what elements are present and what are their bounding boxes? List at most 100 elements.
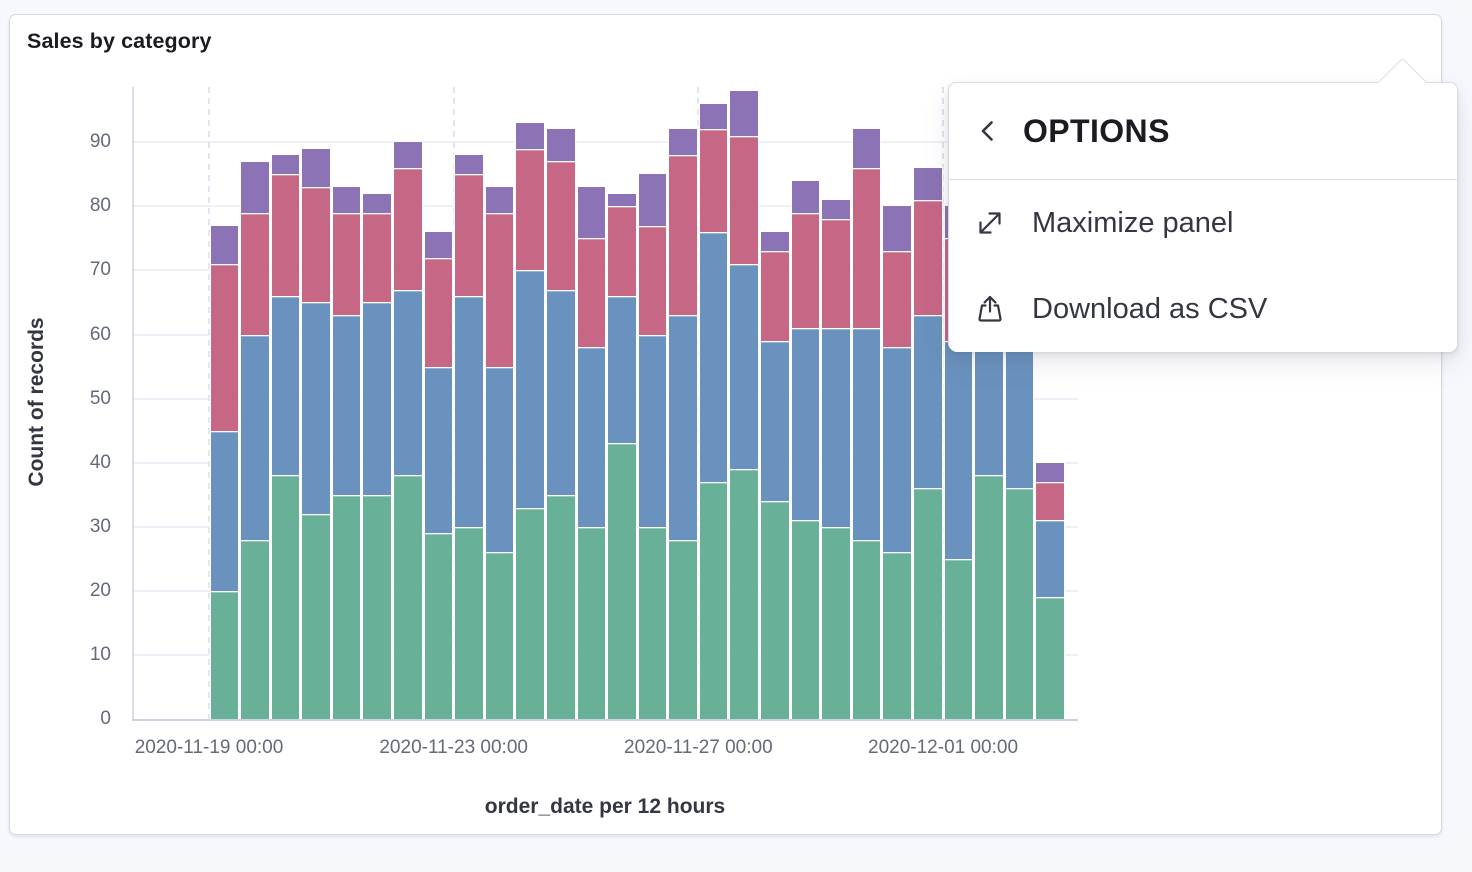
- bar-segment-purple[interactable]: [516, 123, 544, 149]
- bar-segment-blue[interactable]: [944, 340, 973, 559]
- bar-segment-pink[interactable]: [271, 174, 300, 297]
- bar-segment-pink[interactable]: [363, 212, 392, 303]
- bar-segment-pink[interactable]: [210, 264, 239, 431]
- bar-segment-blue[interactable]: [852, 328, 881, 540]
- bar-segment-purple[interactable]: [913, 167, 942, 200]
- bar-segment-pink[interactable]: [1036, 481, 1064, 521]
- bar-segment-green[interactable]: [485, 552, 514, 719]
- bar-segment-green[interactable]: [791, 520, 820, 719]
- bar-segment-pink[interactable]: [241, 212, 269, 335]
- bar-segment-pink[interactable]: [516, 148, 544, 271]
- bar-segment-blue[interactable]: [516, 270, 544, 508]
- bar-segment-pink[interactable]: [424, 257, 453, 367]
- bar-segment-green[interactable]: [608, 443, 636, 719]
- bar-segment-pink[interactable]: [699, 129, 728, 232]
- bar-segment-green[interactable]: [210, 590, 239, 719]
- bar-segment-pink[interactable]: [669, 155, 697, 316]
- bar-segment-green[interactable]: [394, 475, 422, 719]
- bar-segment-green[interactable]: [669, 539, 697, 719]
- bar-segment-pink[interactable]: [485, 212, 514, 367]
- bar-segment-green[interactable]: [546, 494, 575, 719]
- bar-segment-purple[interactable]: [669, 129, 697, 156]
- bar-segment-purple[interactable]: [424, 231, 453, 258]
- bar-segment-blue[interactable]: [608, 296, 636, 444]
- bar-segment-blue[interactable]: [210, 430, 239, 591]
- bar-segment-purple[interactable]: [791, 180, 820, 213]
- bar-segment-purple[interactable]: [302, 148, 330, 188]
- bar-segment-pink[interactable]: [302, 187, 330, 303]
- bar-segment-purple[interactable]: [363, 193, 392, 213]
- bar-segment-blue[interactable]: [1036, 520, 1064, 598]
- bar-segment-green[interactable]: [332, 494, 361, 719]
- bar-segment-green[interactable]: [424, 533, 453, 719]
- bar-segment-blue[interactable]: [363, 302, 392, 495]
- bar-segment-blue[interactable]: [822, 328, 850, 527]
- bar-segment-blue[interactable]: [730, 264, 759, 470]
- bar-segment-pink[interactable]: [546, 161, 575, 290]
- bar-segment-pink[interactable]: [394, 167, 422, 290]
- bar-segment-purple[interactable]: [271, 155, 300, 175]
- menu-item-maximize-panel[interactable]: Maximize panel: [949, 180, 1457, 266]
- bar-segment-blue[interactable]: [302, 302, 330, 514]
- bar-segment-green[interactable]: [761, 501, 789, 719]
- bar-segment-pink[interactable]: [913, 199, 942, 316]
- bar-segment-blue[interactable]: [332, 315, 361, 495]
- bar-segment-blue[interactable]: [761, 340, 789, 502]
- bar-segment-purple[interactable]: [1036, 462, 1064, 482]
- bar-segment-pink[interactable]: [822, 219, 850, 329]
- bar-segment-green[interactable]: [975, 475, 1003, 719]
- bar-segment-purple[interactable]: [699, 103, 728, 130]
- bar-segment-pink[interactable]: [638, 225, 667, 335]
- bar-segment-pink[interactable]: [608, 206, 636, 297]
- bar-segment-blue[interactable]: [241, 334, 269, 540]
- bar-segment-blue[interactable]: [577, 347, 606, 527]
- menu-item-download-csv[interactable]: Download as CSV: [949, 266, 1457, 352]
- bar-segment-green[interactable]: [852, 539, 881, 719]
- bar-segment-green[interactable]: [455, 526, 483, 719]
- bar-segment-purple[interactable]: [546, 129, 575, 162]
- bar-segment-pink[interactable]: [577, 238, 606, 348]
- bar-segment-blue[interactable]: [271, 296, 300, 476]
- bar-segment-purple[interactable]: [852, 129, 881, 168]
- bar-segment-purple[interactable]: [761, 231, 789, 252]
- bar-segment-green[interactable]: [638, 526, 667, 719]
- bar-segment-pink[interactable]: [852, 167, 881, 329]
- bar-segment-green[interactable]: [1005, 488, 1034, 719]
- bar-segment-blue[interactable]: [485, 366, 514, 553]
- bar-segment-green[interactable]: [699, 481, 728, 719]
- bar-segment-purple[interactable]: [241, 161, 269, 213]
- bar-segment-green[interactable]: [241, 539, 269, 719]
- bar-segment-green[interactable]: [822, 526, 850, 719]
- bar-segment-pink[interactable]: [730, 135, 759, 265]
- bar-segment-green[interactable]: [302, 513, 330, 719]
- bar-segment-pink[interactable]: [332, 212, 361, 316]
- bar-segment-green[interactable]: [516, 507, 544, 719]
- bar-segment-green[interactable]: [944, 558, 973, 719]
- bar-segment-blue[interactable]: [638, 334, 667, 527]
- bar-segment-blue[interactable]: [424, 366, 453, 534]
- bar-segment-purple[interactable]: [730, 91, 759, 136]
- bar-segment-green[interactable]: [883, 552, 911, 719]
- bar-segment-blue[interactable]: [791, 328, 820, 521]
- bar-segment-purple[interactable]: [638, 174, 667, 226]
- bar-segment-purple[interactable]: [608, 193, 636, 207]
- bar-segment-blue[interactable]: [883, 347, 911, 553]
- bar-segment-blue[interactable]: [669, 315, 697, 540]
- bar-segment-purple[interactable]: [394, 142, 422, 168]
- bar-segment-purple[interactable]: [883, 206, 911, 252]
- bar-segment-green[interactable]: [271, 475, 300, 719]
- bar-segment-purple[interactable]: [210, 225, 239, 265]
- bar-segment-green[interactable]: [913, 488, 942, 719]
- bar-segment-blue[interactable]: [455, 296, 483, 527]
- bar-segment-purple[interactable]: [822, 199, 850, 220]
- bar-segment-green[interactable]: [730, 469, 759, 719]
- bar-segment-purple[interactable]: [577, 187, 606, 239]
- bar-segment-pink[interactable]: [761, 251, 789, 341]
- bar-segment-purple[interactable]: [455, 155, 483, 175]
- bar-segment-blue[interactable]: [394, 289, 422, 476]
- bar-segment-blue[interactable]: [699, 231, 728, 482]
- bar-segment-green[interactable]: [1036, 597, 1064, 719]
- bar-segment-green[interactable]: [577, 526, 606, 719]
- bar-segment-pink[interactable]: [455, 174, 483, 297]
- bar-segment-pink[interactable]: [791, 212, 820, 329]
